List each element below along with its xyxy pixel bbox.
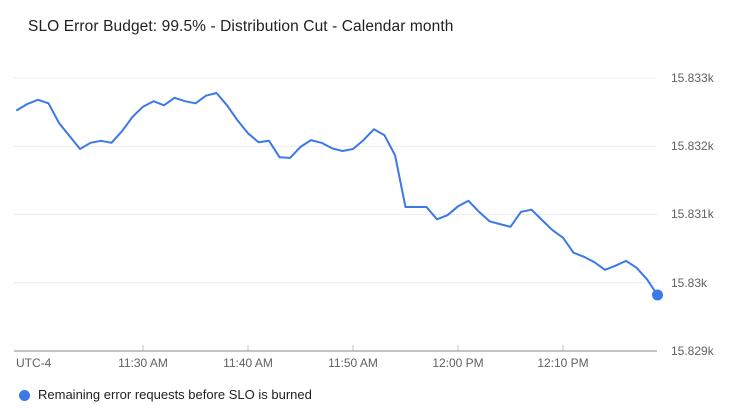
series-endpoint-dot: [652, 289, 663, 301]
y-axis-label: 15.832k: [671, 139, 714, 153]
y-axis-label: 15.83k: [671, 276, 708, 290]
x-axis-label: 11:40 AM: [223, 356, 273, 370]
x-axis-tick-marks: [142, 345, 564, 351]
legend-series-dot: [19, 389, 30, 401]
x-axis-label: 12:10 PM: [537, 356, 589, 370]
legend-series-label: Remaining error requests before SLO is b…: [38, 387, 312, 402]
legend-item-remaining-error-requests[interactable]: Remaining error requests before SLO is b…: [19, 387, 312, 403]
chart-title: SLO Error Budget: 99.5% - Distribution C…: [28, 18, 454, 35]
timezone-label: UTC-4: [16, 356, 52, 370]
x-axis-label: 11:50 AM: [328, 356, 378, 370]
series-line-remaining-error-requests: [16, 92, 659, 296]
horizontal-gridlines: [14, 77, 657, 284]
y-axis-label: 15.833k: [671, 71, 714, 85]
x-axis-label: 11:30 AM: [118, 356, 168, 370]
x-axis-label: 12:00 PM: [432, 356, 484, 370]
y-axis-label: 15.831k: [671, 207, 714, 221]
y-axis-label: 15.829k: [671, 344, 714, 358]
